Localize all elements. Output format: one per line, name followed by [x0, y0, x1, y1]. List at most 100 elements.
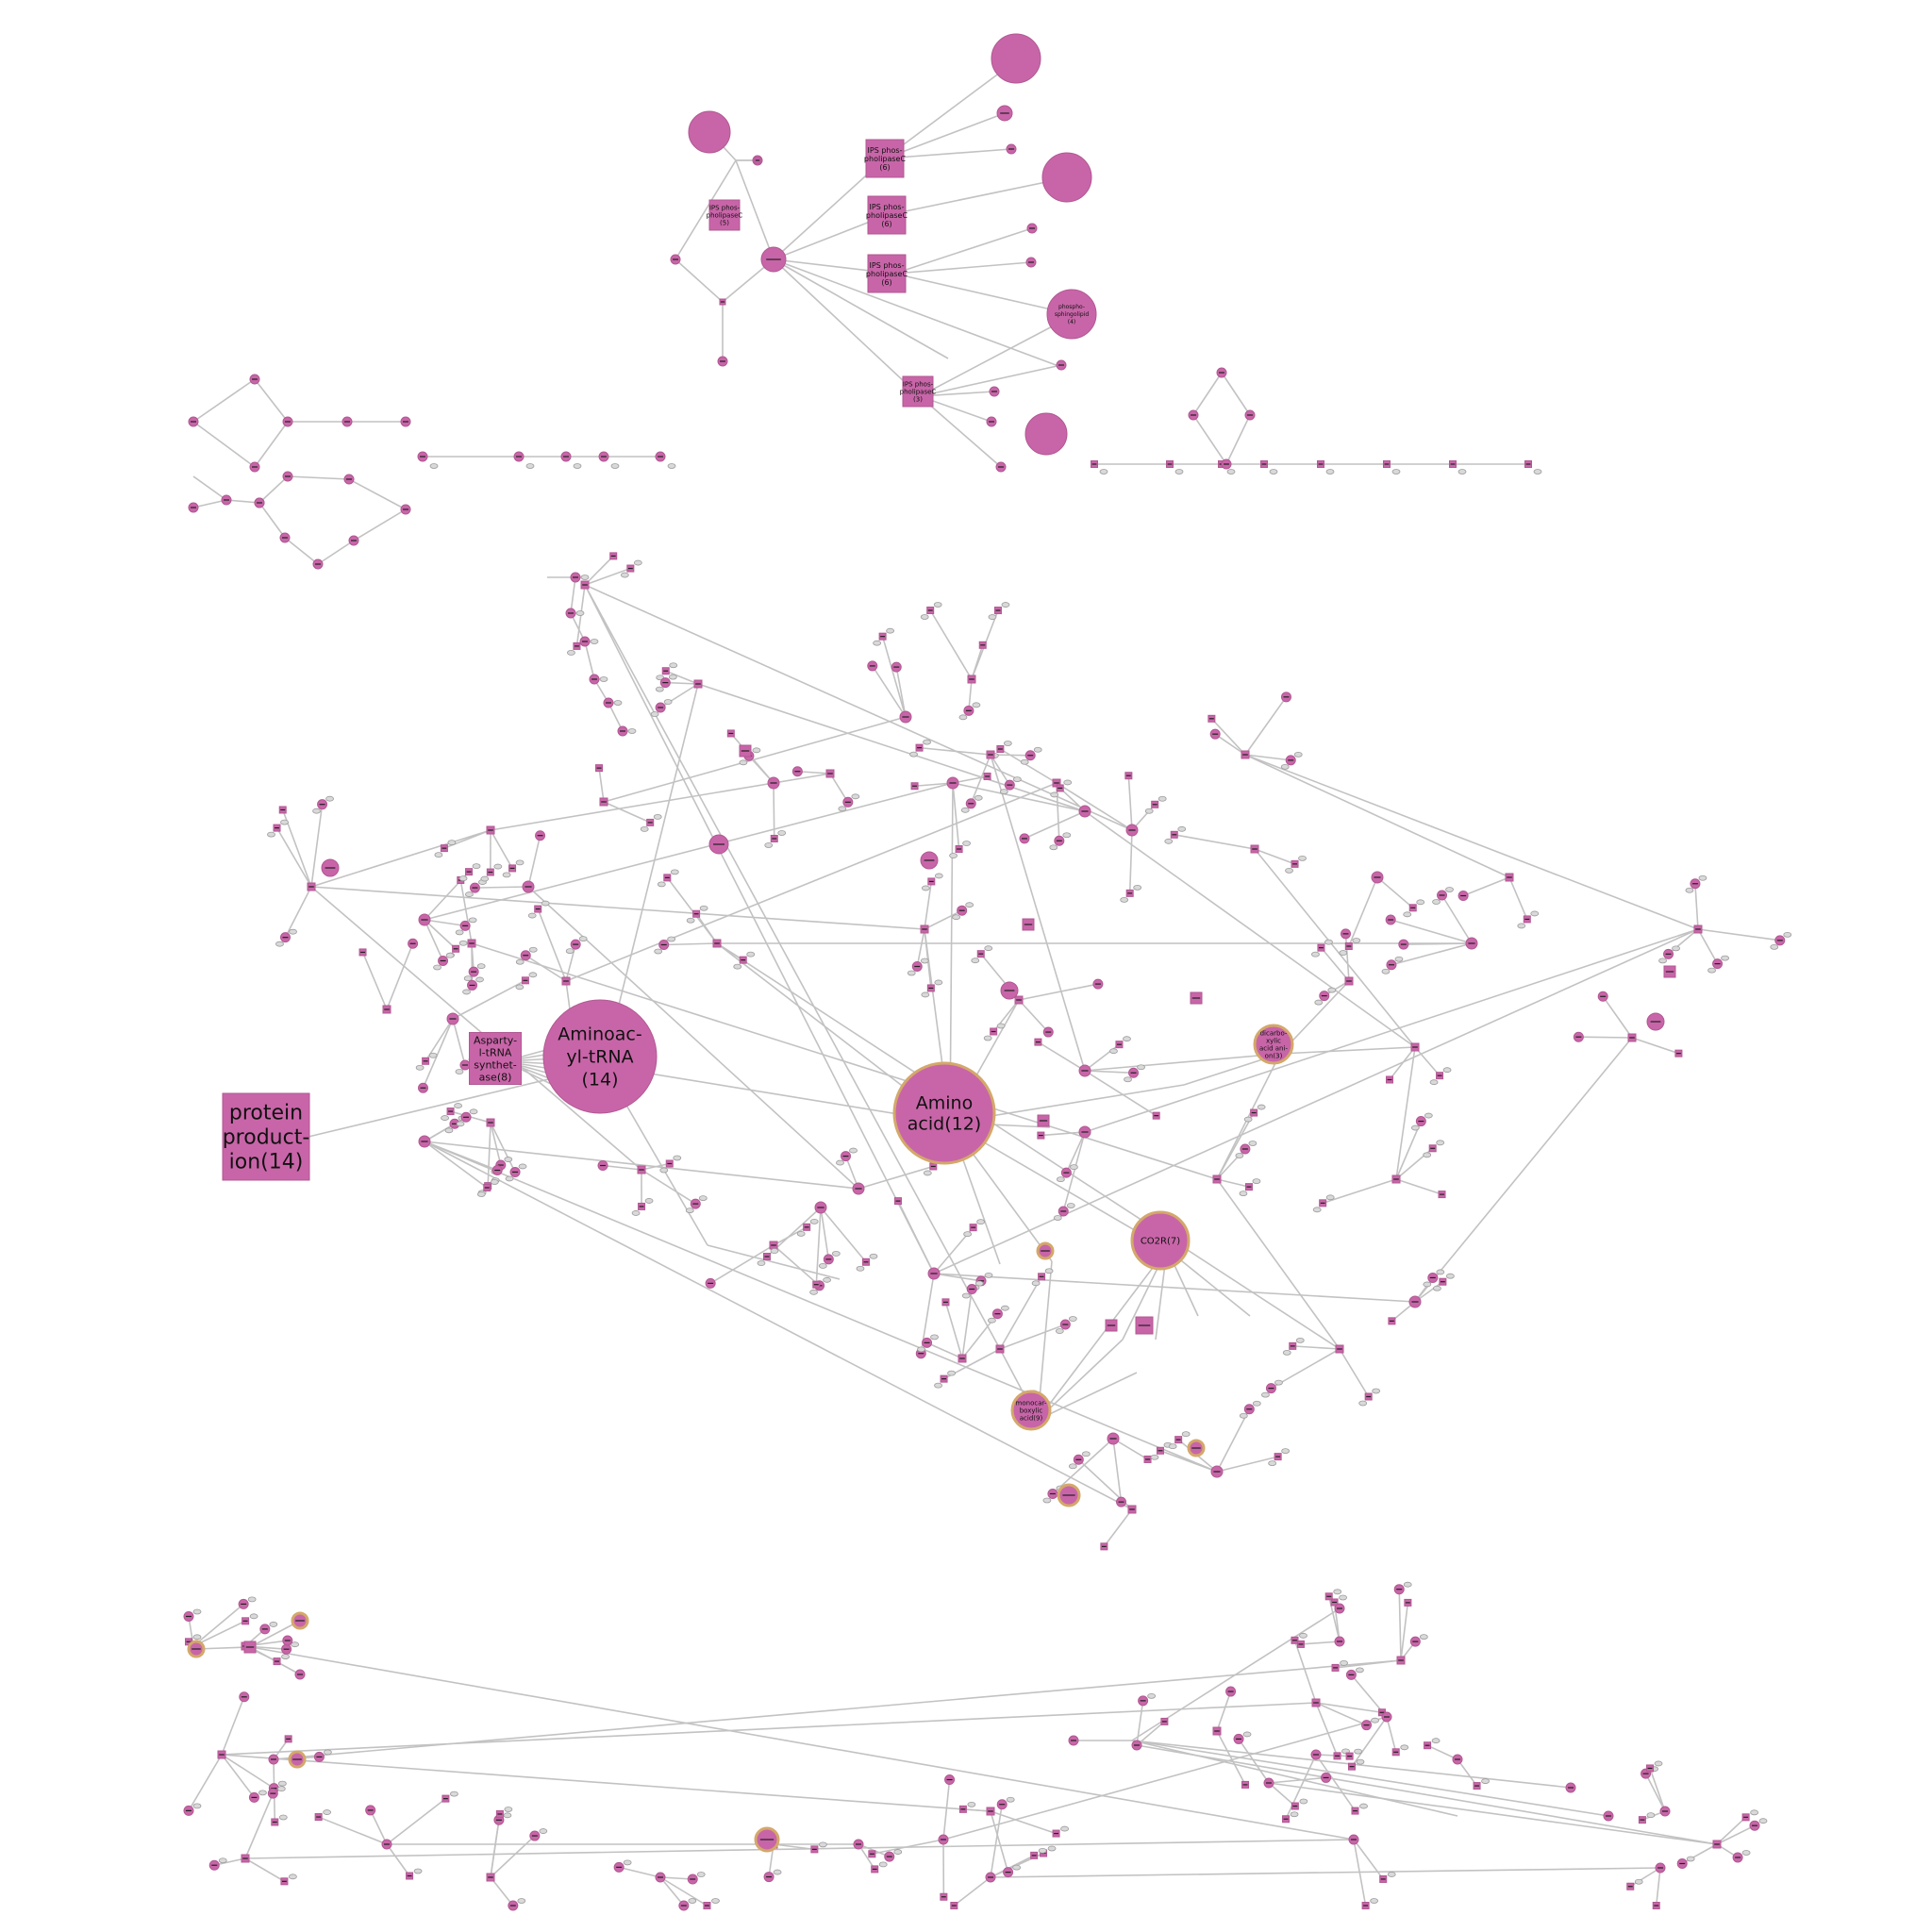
co2r-node-shape — [1130, 1210, 1191, 1271]
leaf-marker — [836, 1159, 844, 1166]
leaf-marker — [269, 1622, 278, 1627]
leaf-marker — [1068, 1463, 1077, 1470]
node-label-line: IPS phos- — [709, 204, 741, 211]
edge — [310, 804, 324, 888]
leaf-marker — [963, 1231, 973, 1238]
leaf-marker — [965, 902, 974, 908]
edge — [1339, 1348, 1370, 1397]
leaf-marker — [493, 863, 503, 870]
edge — [603, 716, 907, 803]
leaf-marker — [670, 869, 679, 875]
leaf-marker — [1423, 1152, 1432, 1158]
leaf-marker — [578, 936, 588, 942]
node-label-line: (6) — [881, 220, 891, 228]
leaf-marker — [1358, 1400, 1368, 1407]
edge — [1216, 1690, 1232, 1732]
edge — [192, 1603, 244, 1647]
edge — [1697, 928, 1719, 965]
edge — [221, 1754, 256, 1798]
edge — [386, 1797, 446, 1845]
leaf-marker — [1533, 469, 1542, 475]
edge — [1293, 1640, 1317, 1704]
ips-phospholipase-node-2-shape — [865, 139, 905, 178]
leaf-marker — [733, 963, 742, 970]
leaf-marker — [528, 946, 538, 953]
leaf-marker — [278, 1814, 288, 1821]
leaf-marker — [1150, 1454, 1159, 1460]
edge — [1578, 1036, 1633, 1039]
leaf-marker — [1685, 887, 1694, 893]
ips-phospholipase-node-4-shape — [867, 254, 907, 293]
edge — [886, 176, 1070, 216]
edge — [287, 475, 350, 480]
edge — [1315, 1702, 1383, 1714]
leaf-marker — [1356, 1758, 1365, 1765]
leaf-marker — [1400, 1744, 1409, 1751]
leaf-marker — [517, 1898, 526, 1904]
edge — [1084, 928, 1699, 1133]
leaf-marker — [1053, 1215, 1062, 1221]
leaf-marker — [746, 951, 756, 958]
leaf-marker — [1133, 884, 1142, 891]
edge — [1238, 1738, 1270, 1784]
leaf-marker — [1741, 1850, 1751, 1856]
edge — [990, 754, 1086, 1072]
edge — [1395, 1121, 1423, 1180]
leaf-marker — [1044, 1268, 1054, 1274]
leaf-marker — [454, 1103, 462, 1108]
leaf-marker — [1168, 1443, 1177, 1450]
edge — [990, 754, 1011, 786]
leaf-marker — [1686, 1856, 1695, 1862]
leaf-marker — [1423, 1281, 1432, 1288]
leaf-marker — [669, 662, 678, 669]
edge — [275, 827, 312, 888]
edge — [1268, 1776, 1326, 1784]
leaf-marker — [447, 840, 457, 846]
edge — [884, 60, 1016, 159]
leaf-marker — [1243, 1116, 1253, 1123]
leaf-marker — [1281, 1448, 1291, 1455]
edge — [258, 475, 289, 504]
edge — [952, 782, 960, 850]
leaf-marker — [476, 1191, 486, 1197]
leaf-marker — [1424, 1112, 1433, 1119]
leaf-marker — [1457, 469, 1467, 475]
phosphosphingolipid-node-shape — [1046, 289, 1097, 340]
leaf-marker — [528, 972, 538, 978]
edge — [424, 1141, 1133, 1510]
leaf-marker — [657, 881, 666, 888]
edge — [490, 829, 513, 869]
leaf-marker — [1634, 1878, 1643, 1885]
edge — [490, 1122, 516, 1173]
leaf-marker — [1314, 999, 1324, 1006]
ips-phospholipase-node-3: IPS phos-pholipaseC(6) — [866, 195, 908, 235]
edge — [675, 159, 737, 260]
leaf-marker — [663, 699, 673, 705]
edge — [1315, 1754, 1350, 1757]
leaf-marker — [983, 1035, 992, 1041]
leaf-marker — [962, 841, 971, 846]
edge — [475, 886, 529, 889]
leaf-marker — [1239, 1412, 1248, 1419]
edge — [422, 1018, 454, 1089]
leaf-marker — [659, 1167, 669, 1174]
node-label-line: pholipaseC — [707, 211, 743, 219]
leaf-marker — [1293, 751, 1303, 758]
edge — [244, 1792, 275, 1859]
edge — [602, 1164, 642, 1171]
edges-layer — [188, 60, 1780, 1907]
leaf-marker — [1257, 1104, 1266, 1110]
leaf-marker — [458, 940, 468, 946]
leaf-marker — [525, 463, 535, 469]
edge — [919, 313, 1076, 397]
edge — [1214, 733, 1246, 756]
leaf-marker — [655, 686, 664, 692]
leaf-marker — [505, 1175, 514, 1182]
leaf-marker — [267, 831, 275, 838]
edge — [893, 273, 1073, 315]
node-label-line: (3) — [913, 395, 923, 403]
edge — [1038, 1041, 1086, 1072]
leaf-marker — [1750, 1809, 1759, 1816]
labeled-nodes-layer: IPS phos-pholipaseC(5)IPS phos-pholipase… — [222, 33, 1294, 1431]
